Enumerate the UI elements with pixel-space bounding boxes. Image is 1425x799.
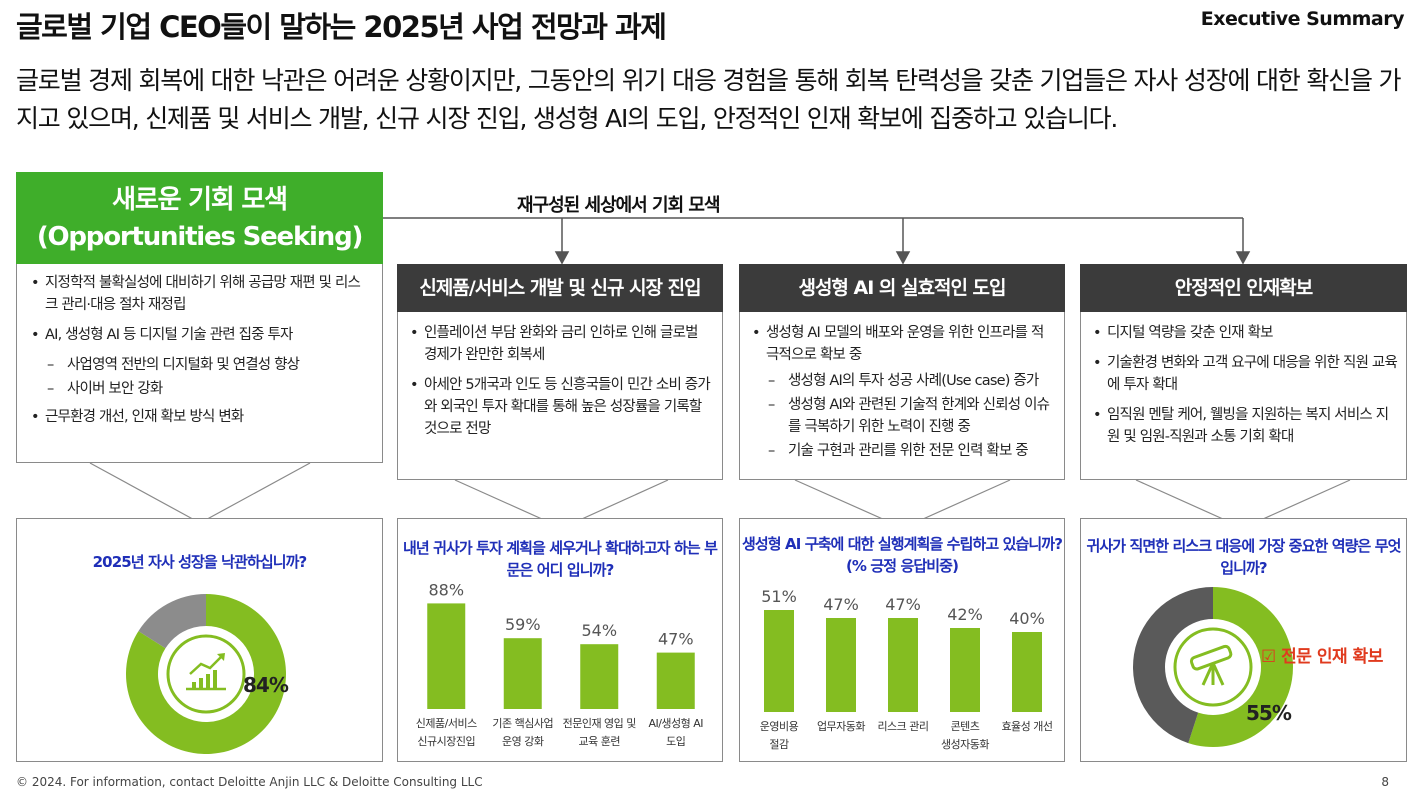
bullet-item: 인플레이션 부담 완화와 금리 인하로 인해 글로벌 경제가 완만한 회복세 [410, 322, 712, 366]
chart-question: 귀사가 직면한 리스크 대응에 가장 중요한 역량은 무엇입니까? [1086, 537, 1401, 577]
bar-value-label: 88% [428, 580, 464, 599]
bullet-item: 아세안 5개국과 인도 등 신흥국들이 민간 소비 증가와 외국인 투자 확대를… [410, 374, 712, 440]
bullet-item: 기술환경 변화와 고객 요구에 대응을 위한 직원 교육에 투자 확대 [1093, 352, 1398, 396]
chart-question: 생성형 AI 구축에 대한 실행계획을 수립하고 있습니까? (% 긍정 응답비… [741, 535, 1063, 575]
new-products-box: 인플레이션 부담 완화와 금리 인하로 인해 글로벌 경제가 완만한 회복세 아… [397, 312, 723, 480]
opportunities-box: 지정학적 불확실성에 대비하기 위해 공급망 재편 및 리스크 관리·대응 절차… [16, 264, 383, 463]
bar-category-label: 업무자동화 [817, 720, 865, 733]
bar-category-label: 신제품/서비스 신규시장진입 [416, 717, 477, 748]
connector-lines [383, 217, 1251, 265]
bar-value-label: 47% [885, 595, 921, 614]
section-tag: Executive Summary [1200, 8, 1405, 30]
chart-panel-investment: 내년 귀사가 투자 계획을 세우거나 확대하고자 하는 부문은 어디 입니까? … [397, 518, 723, 762]
footer-copyright: © 2024. For information, contact Deloitt… [16, 775, 483, 789]
page-number: 8 [1381, 775, 1389, 789]
bar [764, 610, 794, 712]
donut-chart-risk: 55% ☑ 전문 인재 확보 [1133, 587, 1384, 747]
column-heading-talent: 안정적인 인재확보 [1080, 264, 1407, 312]
bar [656, 652, 695, 709]
bullet-item: AI, 생성형 AI 등 디지털 기술 관련 집중 투자 [31, 324, 372, 346]
bar-value-label: 51% [761, 587, 797, 606]
bar [826, 618, 856, 712]
callout-label: ☑ 전문 인재 확보 [1261, 647, 1384, 667]
donut-slice [138, 594, 206, 649]
bar-value-label: 47% [823, 595, 859, 614]
gen-ai-bullets: 생성형 AI 모델의 배포와 운영을 위한 인프라를 적극적으로 확보 중 생성… [752, 322, 1054, 462]
gen-ai-box: 생성형 AI 모델의 배포와 운영을 위한 인프라를 적극적으로 확보 중 생성… [739, 312, 1065, 480]
sub-bullet-item: 사업영역 전반의 디지털화 및 연결성 향상 [31, 354, 372, 376]
bullet-item: 근무환경 개선, 인재 확보 방식 변화 [31, 406, 372, 428]
bar-category-label: 운영비용 절감 [760, 720, 799, 751]
donut-value-label: 55% [1246, 701, 1292, 725]
bar-chart-investment: 88% 신제품/서비스 신규시장진입 59% 기존 핵심사업 운영 강화 54% 전문인재 영… [416, 580, 704, 748]
intro-paragraph: 글로벌 경제 회복에 대한 낙관은 어려운 상황이지만, 그동안의 위기 대응 … [16, 66, 1401, 133]
bar [427, 603, 466, 709]
funnel-pointers [89, 462, 1351, 529]
donut-slice [1188, 587, 1293, 747]
bullet-item: 지정학적 불확실성에 대비하기 위해 공급망 재편 및 리스크 관리·대응 절차… [31, 272, 372, 316]
talent-bullets: 디지털 역량을 갖춘 인재 확보 기술환경 변화와 고객 요구에 대응을 위한 … [1093, 322, 1398, 448]
bar-category-label: 리스크 관리 [877, 720, 928, 733]
bar [503, 638, 542, 709]
bullet-item: 임직원 멘탈 케어, 웰빙을 지원하는 복지 서비스 지원 및 임원-직원과 소… [1093, 404, 1398, 448]
sub-bullet-item: 생성형 AI의 투자 성공 사례(Use case) 증가 [752, 370, 1054, 392]
opportunities-heading: 새로운 기회 모색 (Opportunities Seeking) [16, 172, 383, 264]
bar-value-label: 54% [581, 621, 617, 640]
bar-value-label: 40% [1009, 609, 1045, 628]
sub-bullet-item: 생성형 AI와 관련된 기술적 한계와 신뢰성 이슈를 극복하기 위한 노력이 … [752, 394, 1054, 438]
donut-chart-outlook: 84% [125, 594, 290, 754]
chart-panel-outlook: 2025년 자사 성장을 낙관하십니까? 84% [16, 518, 383, 762]
chart-panel-gen-ai-plan: 생성형 AI 구축에 대한 실행계획을 수립하고 있습니까? (% 긍정 응답비… [739, 518, 1065, 762]
bullet-item: 디지털 역량을 갖춘 인재 확보 [1093, 322, 1398, 344]
bar-category-label: AI/생성형 AI 도입 [648, 717, 703, 748]
sub-bullet-item: 사이버 보안 강화 [31, 378, 372, 400]
growth-chart-icon [166, 634, 246, 714]
page-title: 글로벌 기업 CEO들이 말하는 2025년 사업 전망과 과제 [16, 10, 667, 44]
donut-value-label: 84% [243, 673, 289, 697]
telescope-icon [1173, 627, 1253, 707]
bar-value-label: 42% [947, 605, 983, 624]
connector-label: 재구성된 세상에서 기회 모색 [517, 195, 721, 216]
bar-category-label: 기존 핵심사업 운영 강화 [492, 717, 553, 748]
column-heading-new-products: 신제품/서비스 개발 및 신규 시장 진입 [397, 264, 723, 312]
chart-panel-risk: 귀사가 직면한 리스크 대응에 가장 중요한 역량은 무엇입니까? 55% ☑ 전… [1080, 518, 1407, 762]
bar-category-label: 콘텐츠 생성자동화 [941, 720, 989, 751]
chart-question: 내년 귀사가 투자 계획을 세우거나 확대하고자 하는 부문은 어디 입니까? [402, 539, 718, 579]
new-products-bullets: 인플레이션 부담 완화와 금리 인하로 인해 글로벌 경제가 완만한 회복세 아… [410, 322, 712, 440]
donut-slice [1133, 587, 1213, 744]
bar [950, 628, 980, 712]
bar [580, 644, 619, 709]
chart-question: 2025년 자사 성장을 낙관하십니까? [92, 553, 308, 571]
talent-box: 디지털 역량을 갖춘 인재 확보 기술환경 변화와 고객 요구에 대응을 위한 … [1080, 312, 1407, 480]
donut-slice [125, 594, 286, 754]
bar-value-label: 59% [505, 615, 541, 634]
bar [1012, 632, 1042, 712]
bar-value-label: 47% [658, 630, 694, 649]
bar-category-label: 전문인재 영입 및 교육 훈련 [563, 717, 637, 748]
sub-bullet-item: 기술 구현과 관리를 위한 전문 인력 확보 중 [752, 440, 1054, 462]
bar-category-label: 효율성 개선 [1001, 720, 1052, 733]
bar [888, 618, 918, 712]
opportunities-title: 새로운 기회 모색 [112, 185, 288, 215]
bar-chart-gen-ai-plan: 51% 운영비용 절감 47% 업무자동화 47% 리스크 관리 42% 콘텐츠 생성자동화 40%… [760, 587, 1053, 751]
column-heading-gen-ai: 생성형 AI 의 실효적인 도입 [739, 264, 1065, 312]
bullet-item: 생성형 AI 모델의 배포와 운영을 위한 인프라를 적극적으로 확보 중 [752, 322, 1054, 366]
opportunities-subtitle: (Opportunities Seeking) [36, 222, 364, 252]
opportunities-bullets: 지정학적 불확실성에 대비하기 위해 공급망 재편 및 리스크 관리·대응 절차… [31, 272, 372, 428]
